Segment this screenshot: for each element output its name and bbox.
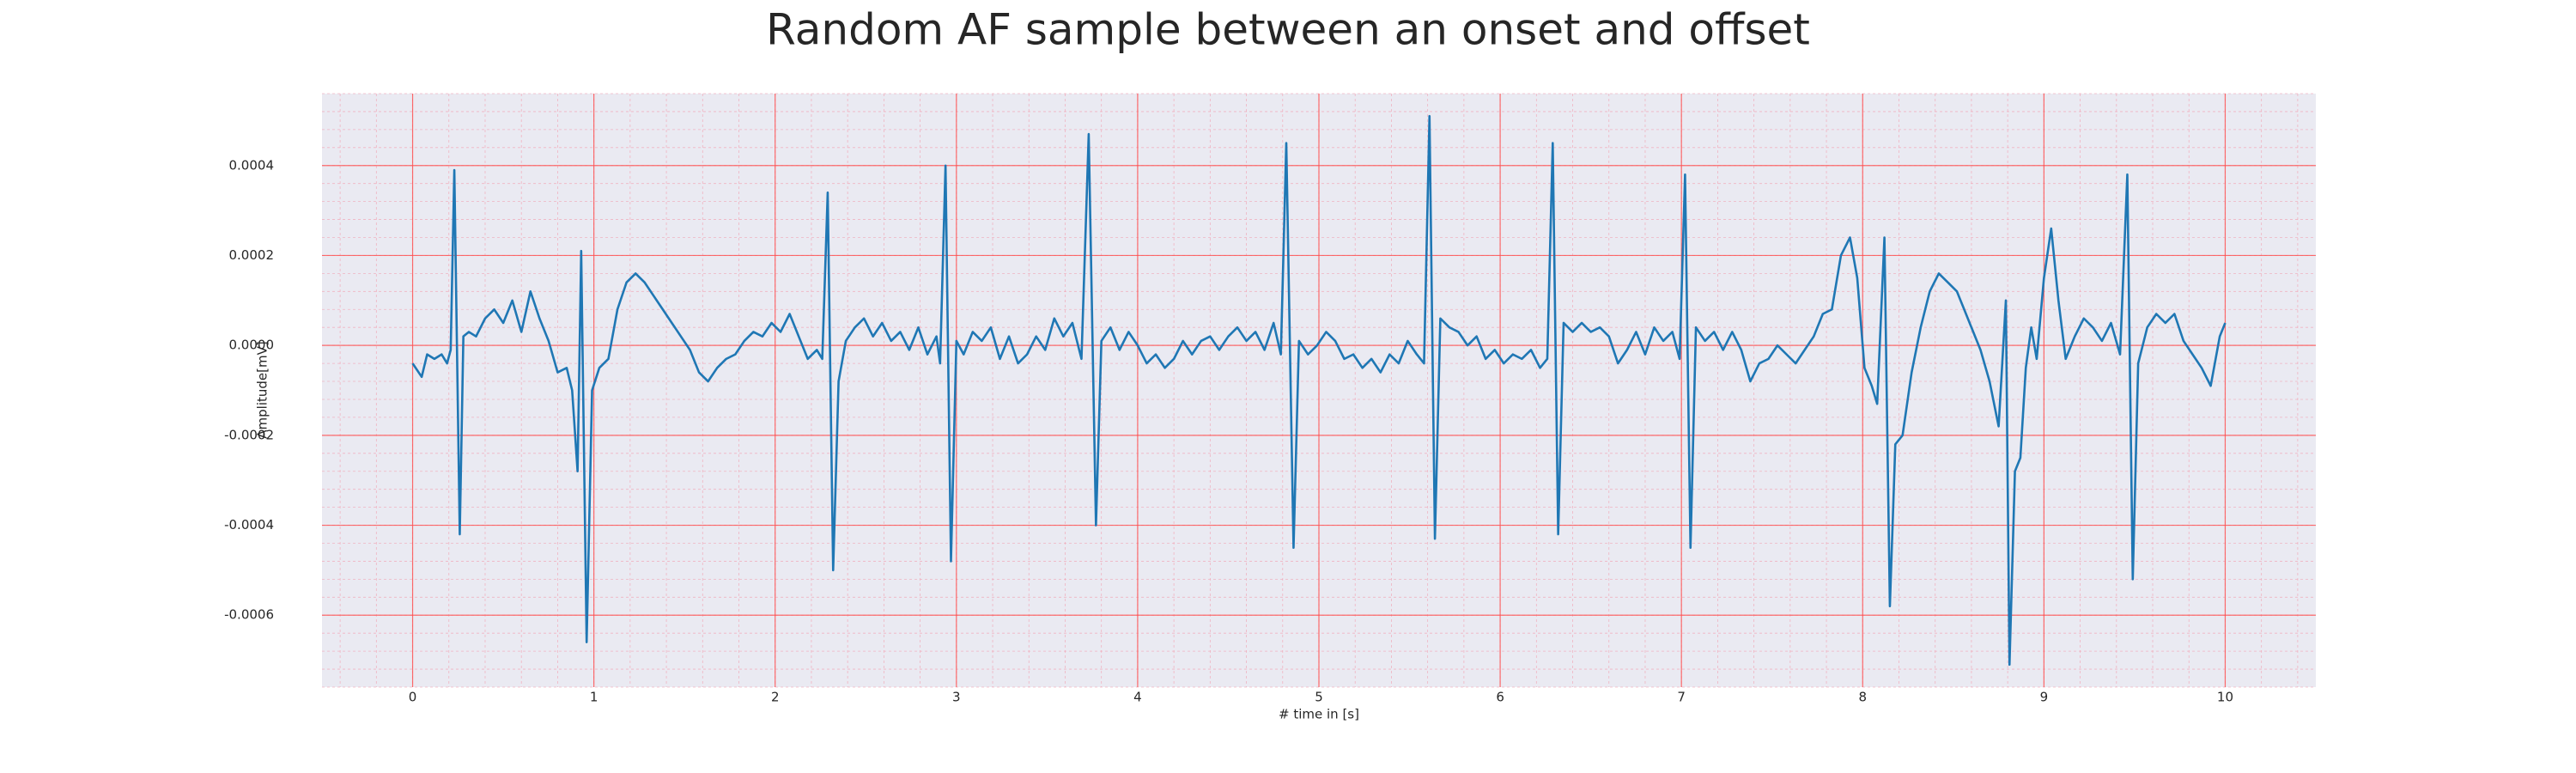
x-tick-label: 10 (2217, 690, 2233, 705)
y-tick-label: 0.0002 (229, 247, 275, 263)
x-tick-label: 3 (952, 690, 961, 705)
chart-title: Random AF sample between an onset and of… (766, 5, 1810, 55)
x-axis-label: # time in [s] (1279, 707, 1359, 722)
y-tick-label: -0.0004 (224, 517, 274, 533)
marks (411, 114, 2227, 666)
x-tick-label: 1 (590, 690, 598, 705)
y-tick-label: -0.0002 (224, 427, 274, 442)
x-tick-label: 4 (1133, 690, 1142, 705)
y-tick-label: -0.0006 (224, 607, 274, 623)
grid (322, 93, 2316, 688)
x-tick-label: 8 (1858, 690, 1867, 705)
x-tick-label: 0 (409, 690, 417, 705)
x-tick-label: 7 (1677, 690, 1686, 705)
x-tick-label: 6 (1496, 690, 1504, 705)
y-tick-label: 0.0004 (229, 157, 275, 173)
x-tick-label: 9 (2040, 690, 2049, 705)
signal-line (411, 114, 2227, 666)
x-tick-label: 2 (771, 690, 780, 705)
y-axis-label: Amplitude[mV] (255, 341, 270, 438)
y-tick-label: 0.0000 (229, 338, 275, 353)
x-tick-label: 5 (1315, 690, 1323, 705)
